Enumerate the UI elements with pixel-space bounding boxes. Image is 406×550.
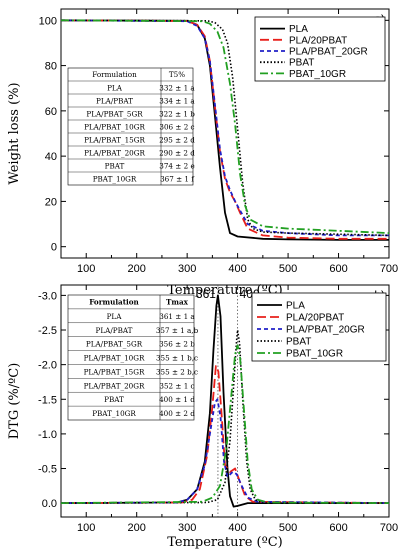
table-cell: 332 ± 1 a (159, 83, 195, 92)
table-cell: 374 ± 2 e (159, 161, 194, 170)
x-tick-label: 300 (178, 263, 196, 275)
table-cell: 355 ± 1 b,c (156, 354, 198, 363)
table-cell: 352 ± 1 c (159, 381, 194, 390)
y-tick-label: 20 (45, 196, 57, 208)
x-tick-label: 100 (77, 522, 95, 534)
legend-entry: PBAT_10GR (286, 349, 343, 360)
legend-entry: PLA/PBAT_20GR (289, 47, 368, 58)
table-cell: 356 ± 2 b (159, 340, 195, 349)
x-axis-label: Temperature (ºC) (167, 535, 283, 550)
inset-table: Formulation Tmax PLA 361 ± 1 a PLA/PBAT 357 ±… (67, 294, 199, 421)
table-cell: 290 ± 2 d (159, 148, 195, 157)
y-tick-label: 80 (45, 61, 57, 73)
plot-frame (60, 8, 390, 259)
table-cell: PBAT_10GR (93, 174, 137, 183)
table-header: Tmax (166, 298, 189, 307)
table-cell: PLA (107, 83, 123, 92)
table-cell: PLA/PBAT_5GR (86, 340, 143, 349)
legend-entry: PLA/20PBAT (289, 35, 347, 46)
table-cell: PLA/PBAT_5GR (86, 109, 143, 118)
x-tick-label: 600 (329, 522, 347, 534)
y-tick-label: -2.0 (38, 360, 57, 372)
legend-entry: PLA/20PBAT (286, 313, 344, 324)
legend-entry: PLA/PBAT_20GR (286, 325, 365, 336)
y-tick-label: -1.0 (38, 429, 57, 441)
table-cell: PLA/PBAT_10GR (84, 122, 145, 131)
table-header: Formulation (92, 70, 137, 79)
table-cell: 400 ± 1 d (159, 395, 195, 404)
legend-entry: PBAT_10GR (289, 69, 346, 80)
table-cell: 322 ± 1 b (159, 109, 195, 118)
x-tick-label: 200 (128, 522, 146, 534)
legend-entry: PLA (289, 24, 308, 35)
y-tick-label: 100 (39, 15, 57, 27)
legend-entry: PLA (286, 301, 305, 312)
table-header: T5% (169, 70, 185, 79)
table-cell: PLA/PBAT_20GR (84, 381, 145, 390)
series-line (60, 19, 389, 237)
table-cell: 400 ± 2 d (159, 409, 195, 418)
table-box (67, 294, 195, 421)
x-tick-label: 600 (329, 263, 347, 275)
table-cell: 334 ± 1 a (159, 96, 195, 105)
series-line (60, 344, 390, 504)
x-tick-label: 400 (228, 522, 246, 534)
x-tick-label: 700 (380, 522, 398, 534)
x-tick-label: 500 (279, 522, 297, 534)
table-cell: 355 ± 2 b,c (156, 367, 198, 376)
table-cell: PLA/PBAT_15GR (84, 135, 145, 144)
table-cell: PLA/PBAT_10GR (84, 354, 145, 363)
table-cell: 357 ± 1 a,b (156, 326, 199, 335)
y-tick-label: -2.5 (38, 325, 57, 337)
y-axis-label: Weight loss (%) (7, 82, 22, 184)
table-cell: PBAT_10GR (92, 409, 136, 418)
table-cell: PLA/PBAT (96, 326, 133, 335)
panel-b: 100 200 300 400 500 600 700 0.0 -0.5 -1.0 -1.5 -2.0… (7, 284, 398, 550)
table-cell: 306 ± 2 c (159, 122, 194, 131)
legend-entry: PBAT (286, 337, 311, 348)
peak-marker-label: 361 (196, 287, 216, 301)
y-tick-label: -3.0 (38, 290, 57, 302)
panel-a: 100 200 300 400 500 600 700020406080100Tempera… (7, 8, 398, 298)
y-tick-label: 40 (45, 151, 57, 163)
series-line (60, 19, 389, 241)
table-cell: PBAT (105, 161, 125, 170)
y-tick-label: -1.5 (38, 394, 57, 406)
table-cell: 367 ± 1 f (160, 174, 195, 183)
x-tick-label: 700 (380, 263, 398, 275)
y-tick-label: -0.5 (38, 464, 57, 476)
table-cell: 295 ± 2 d (159, 135, 195, 144)
y-tick-label: 0 (51, 242, 57, 254)
x-tick-label: 300 (178, 522, 196, 534)
plot-frame (60, 284, 390, 518)
x-tick-label: 200 (128, 263, 146, 275)
table-cell: PLA/PBAT_15GR (84, 367, 145, 376)
series-line (60, 398, 390, 504)
legend-entry: PBAT (289, 58, 314, 69)
legend-box (254, 16, 386, 82)
table-box (67, 67, 194, 186)
x-tick-label: 500 (279, 263, 297, 275)
y-axis-label: DTG (%/ºC) (7, 363, 22, 440)
x-tick-label: 100 (77, 263, 95, 275)
y-tick-label: 0.0 (42, 498, 57, 510)
x-tick-label: 400 (228, 263, 246, 275)
table-cell: 361 ± 1 a (159, 312, 195, 321)
inset-table: Formulation T5% PLA 332 ± 1 a PLA/PBAT 334 ± … (67, 67, 195, 186)
series-line (60, 19, 390, 234)
table-cell: PBAT (104, 395, 124, 404)
table-header: Formulation (89, 298, 139, 307)
table-cell: PLA (107, 312, 123, 321)
y-tick-label: 60 (45, 106, 57, 118)
table-cell: PLA/PBAT_20GR (84, 148, 145, 157)
table-cell: PLA/PBAT (96, 96, 133, 105)
